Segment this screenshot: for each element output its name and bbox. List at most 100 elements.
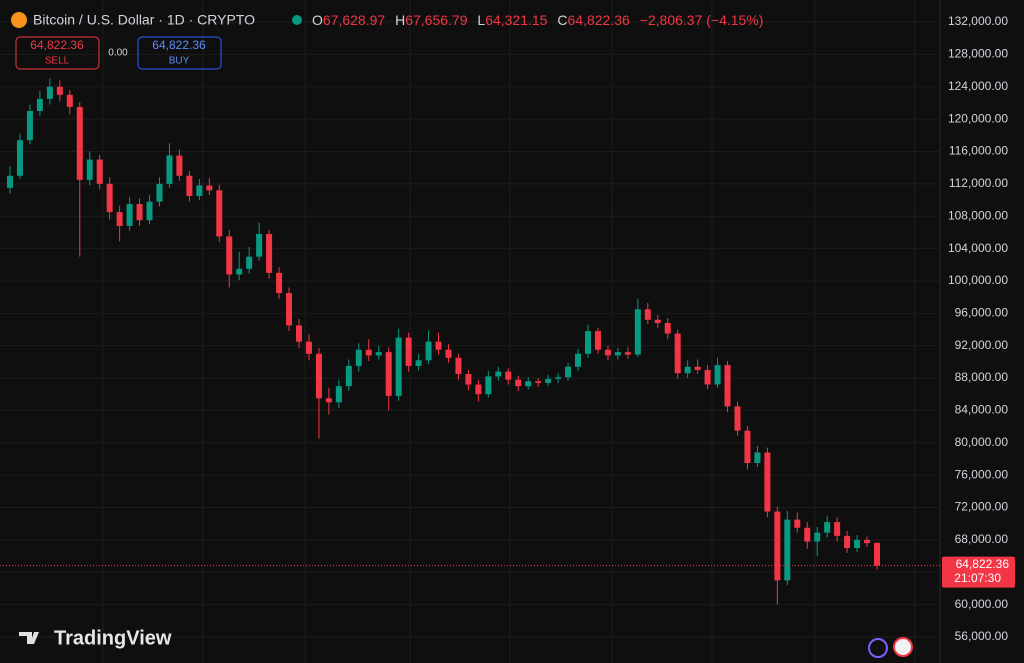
candle-body <box>874 542 880 566</box>
y-tick-label: 72,000.00 <box>955 500 1009 514</box>
candle-body <box>66 94 73 107</box>
candle-body <box>146 201 153 221</box>
candle-body <box>176 155 183 176</box>
candle-body <box>335 386 342 403</box>
candle-body <box>555 377 562 379</box>
candle-body <box>525 381 532 387</box>
sell-price[interactable]: 64,822.36 <box>30 38 84 52</box>
candle-body <box>604 349 611 356</box>
candle-body <box>774 511 781 581</box>
candle-body <box>385 352 392 396</box>
candle-body <box>734 406 741 431</box>
candle-body <box>46 86 53 99</box>
candle-body <box>305 341 312 354</box>
candle-body <box>325 398 332 403</box>
candle-body <box>206 185 213 191</box>
y-tick-label: 112,000.00 <box>949 176 1008 190</box>
buy-box[interactable] <box>137 36 222 70</box>
candle-body <box>784 519 791 581</box>
y-tick-label: 56,000.00 <box>955 629 1009 643</box>
candle-body <box>136 204 143 221</box>
price-tag-countdown: 21:07:30 <box>954 571 1001 585</box>
ohlc-header: O67,628.97 H67,656.79 L64,321.15 C64,822… <box>312 12 763 28</box>
buy-button[interactable]: 64,822.36 BUY <box>137 36 222 70</box>
candle-body <box>236 268 243 275</box>
y-tick-label: 108,000.00 <box>948 208 1008 222</box>
candle-body <box>405 337 412 366</box>
candle-body <box>565 366 572 378</box>
sell-box[interactable] <box>15 36 100 70</box>
candle-body <box>86 159 93 180</box>
candle-body <box>246 256 253 269</box>
candle-body <box>395 337 402 396</box>
candle-body <box>465 374 472 385</box>
buy-label[interactable]: BUY <box>169 56 190 67</box>
candle-body <box>724 365 731 407</box>
candle-body <box>345 365 352 387</box>
candle-body <box>585 331 591 354</box>
assistant-icon[interactable] <box>868 638 888 658</box>
buy-price[interactable]: 64,822.36 <box>152 38 206 52</box>
candle-body <box>804 527 811 542</box>
candle-body <box>116 212 123 226</box>
y-tick-label: 124,000.00 <box>948 79 1008 93</box>
candle-body <box>375 352 382 356</box>
candle-body <box>515 379 522 387</box>
candle-body <box>764 452 771 512</box>
candle-body <box>684 366 691 374</box>
candle-body <box>56 86 63 95</box>
candle-body <box>445 349 452 358</box>
candle-body <box>704 369 711 385</box>
candle-body <box>196 185 203 196</box>
candle-body <box>654 319 661 324</box>
candle-body <box>365 349 372 356</box>
candle-body <box>535 381 542 383</box>
candle-body <box>186 175 193 196</box>
candle-body <box>26 111 33 141</box>
y-tick-label: 60,000.00 <box>955 597 1009 611</box>
y-tick-label: 92,000.00 <box>955 338 1009 352</box>
candle-body <box>266 234 273 273</box>
y-tick-label: 80,000.00 <box>955 435 1009 449</box>
y-tick-label: 116,000.00 <box>949 144 1008 158</box>
sell-label[interactable]: SELL <box>45 56 70 67</box>
candle-body <box>126 204 133 226</box>
candle-body <box>694 366 701 370</box>
candle-body <box>844 535 851 548</box>
candle-body <box>435 341 442 350</box>
candle-body <box>106 183 113 213</box>
brand-logo <box>19 632 39 644</box>
candle-body <box>664 323 671 334</box>
price-tag-value: 64,822.36 <box>956 557 1010 571</box>
candle-body <box>7 175 13 188</box>
y-tick-label: 128,000.00 <box>948 47 1008 61</box>
candle-body <box>296 325 302 342</box>
candle-body <box>794 519 801 528</box>
flag-icon[interactable] <box>893 637 913 657</box>
candle-body <box>425 341 432 361</box>
candle-body <box>485 376 492 395</box>
vertical-grid <box>102 0 916 663</box>
sell-button[interactable]: 64,822.36 SELL <box>15 36 100 70</box>
candle-body <box>614 352 621 356</box>
coin-icon <box>11 12 27 28</box>
candle-body <box>644 309 651 320</box>
candle-body <box>216 190 223 237</box>
candle-body <box>455 357 462 375</box>
candle-body <box>505 371 512 380</box>
candle-body <box>276 272 283 294</box>
candle-body <box>674 333 681 374</box>
price-tag <box>942 556 1015 588</box>
candle-body <box>16 140 23 176</box>
candle-body <box>744 430 751 464</box>
candle-body <box>96 159 103 184</box>
candle-body <box>415 360 422 366</box>
candle-body <box>156 183 163 202</box>
candle-body <box>634 309 641 355</box>
candle-body <box>754 452 761 464</box>
candle-body <box>575 353 582 367</box>
candle-body <box>834 522 841 536</box>
y-tick-label: 120,000.00 <box>948 111 1008 125</box>
